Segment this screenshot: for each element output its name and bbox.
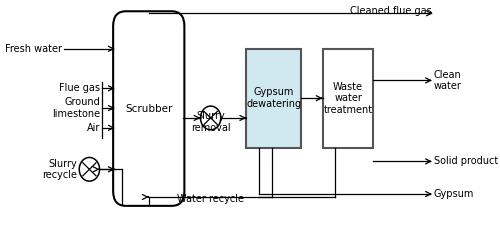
Text: Gypsum: Gypsum	[434, 189, 474, 199]
Text: Ground
limestone: Ground limestone	[52, 97, 100, 119]
Text: Waste
water
treatment: Waste water treatment	[324, 81, 372, 115]
Bar	[246, 49, 302, 148]
Text: Water recycle: Water recycle	[176, 194, 244, 204]
Text: Air: Air	[87, 123, 101, 133]
Text: Flue gas: Flue gas	[60, 83, 100, 93]
Bar	[322, 49, 374, 148]
Text: Fresh water: Fresh water	[6, 44, 62, 54]
Text: Solid product: Solid product	[434, 156, 498, 166]
Text: Cleaned flue gas: Cleaned flue gas	[350, 6, 432, 16]
Text: Scrubber: Scrubber	[125, 104, 172, 114]
Text: Gypsum
dewatering: Gypsum dewatering	[246, 87, 302, 109]
FancyBboxPatch shape	[113, 11, 184, 206]
Text: Slurry
recycle: Slurry recycle	[42, 158, 78, 180]
Text: Slurry
removal: Slurry removal	[191, 111, 230, 133]
Text: Clean
water: Clean water	[434, 70, 462, 91]
